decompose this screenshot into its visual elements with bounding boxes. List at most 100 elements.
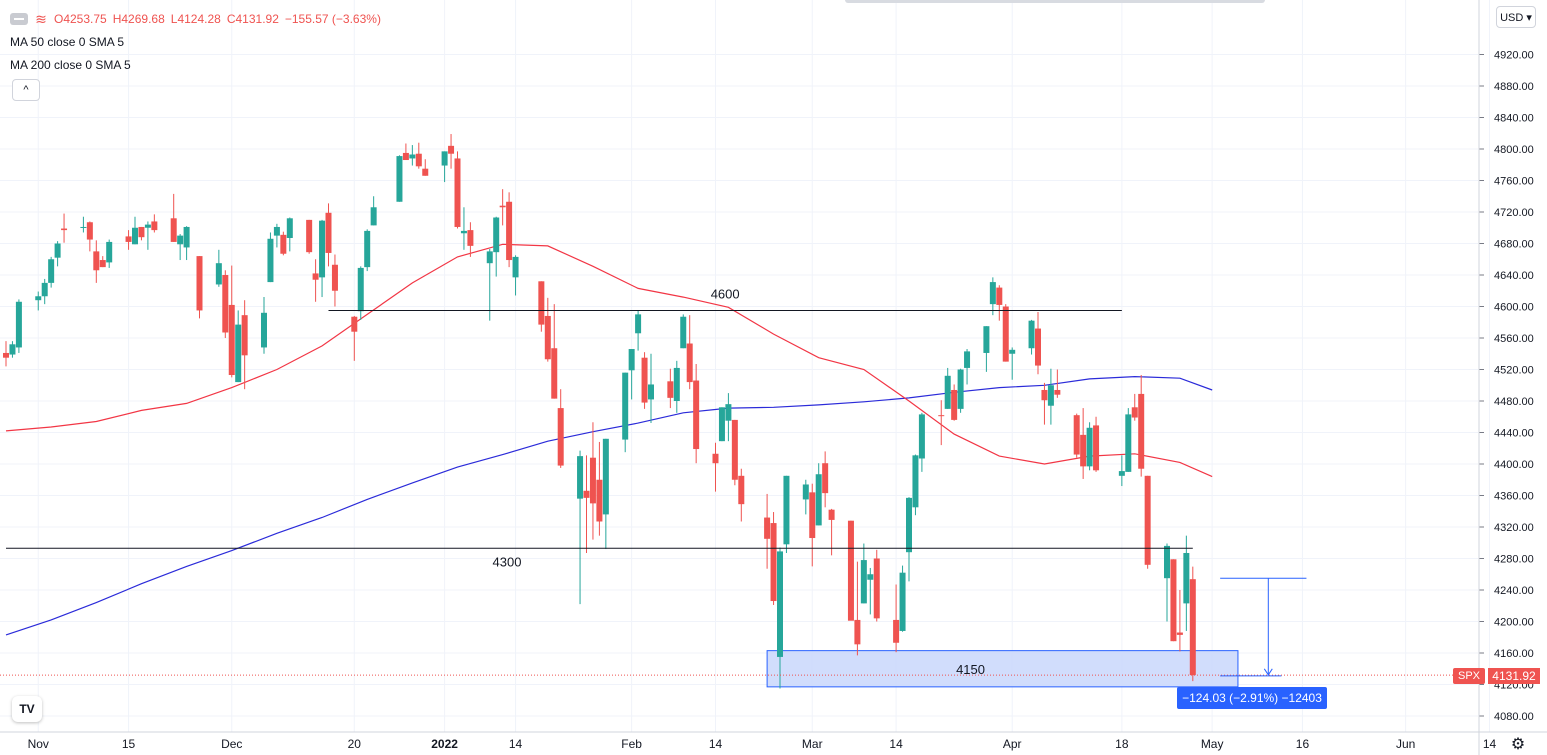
candle-up [273,226,280,236]
support-zone-label: 4150 [956,662,985,677]
candle-down [996,287,1003,305]
candle-up [602,438,609,515]
candle-up [783,475,790,545]
level-label: 4600 [711,286,740,301]
ohlc-close: C4131.92 [226,12,279,26]
candle-down [448,145,455,154]
gear-icon[interactable]: ⚙ [1510,736,1526,753]
time-tick-label: Apr [1003,737,1022,751]
candle-down [1189,579,1196,676]
candle-down [331,264,338,291]
price-tick-label: 4400.00 [1494,459,1534,471]
price-tick-label: 4600.00 [1494,302,1534,314]
candle-down [325,212,332,253]
candle-down [1054,389,1061,395]
time-tick-label: Mar [802,737,823,751]
candle-down [544,315,551,360]
time-tick-label: 14 [709,737,723,751]
candle-down [1176,632,1183,635]
candle-down [938,415,945,417]
candle-up [267,238,274,283]
candle-down [125,236,132,242]
collapse-legend-button[interactable]: ^ [12,79,40,101]
candle-up [1028,320,1035,349]
candle-down [667,381,674,398]
wave-icon[interactable]: ≋ [35,11,47,27]
candle-up [860,560,867,604]
candle-down [596,479,603,522]
ma200-legend[interactable]: MA 200 close 0 SMA 5 [10,58,131,72]
ma50-legend[interactable]: MA 50 close 0 SMA 5 [10,35,125,49]
candle-down [422,168,429,176]
candle-down [828,509,835,520]
price-tick-label: 4520.00 [1494,365,1534,377]
candle-up [80,226,87,228]
candle-up [673,367,680,401]
price-tick-label: 4840.00 [1494,113,1534,125]
candle-up [54,243,61,258]
price-tick-label: 4760.00 [1494,176,1534,188]
candle-up [957,369,964,409]
eye-toggle-icon[interactable] [10,13,28,25]
candle-down [415,153,422,167]
candle-down [1144,475,1151,565]
candle-up [899,572,906,631]
candle-up [235,324,242,383]
currency-selector[interactable]: USD ▾ [1496,6,1536,28]
candle-down [93,251,100,271]
price-tick-label: 4640.00 [1494,270,1534,282]
candle-up [183,226,190,248]
legend: ≋ O4253.75 H4269.68 L4124.28 C4131.92 −1… [10,8,381,76]
candle-up [635,314,642,334]
ohlc-low: L4124.28 [170,12,221,26]
ma200-polyline [5,375,1213,636]
candle-down [138,226,145,238]
candle-up [622,372,629,440]
candle-down [764,517,771,539]
candle-down [1041,389,1048,401]
price-tick-label: 4280.00 [1494,554,1534,566]
time-tick-label: Dec [221,737,242,751]
candle-down [1002,306,1009,362]
ohlc-open: O4253.75 [54,12,107,26]
candle-down [86,222,93,240]
candle-down [1138,393,1145,469]
candle-down [873,558,880,619]
candle-down [589,457,596,504]
candle-down [61,228,68,231]
tradingview-logo-icon[interactable]: TV [12,696,42,722]
candle-up [906,497,912,553]
candle-down [196,256,203,311]
candle-up [718,407,725,442]
candle-up [48,259,55,283]
candle-up [15,301,22,348]
price-tick-label: 4360.00 [1494,491,1534,503]
candle-up [441,151,448,166]
price-tick-label: 4560.00 [1494,333,1534,345]
candle-down [280,234,287,254]
candle-up [460,230,467,234]
candle-up [628,349,635,371]
candle-down [467,230,474,246]
candle-down [306,219,313,253]
candle-up [648,384,654,400]
candle-down [951,389,958,420]
measure-arrow-head [1263,668,1273,676]
candle-down [847,520,854,621]
price-range-measure [1220,577,1307,677]
time-tick-label: 14 [509,737,523,751]
candle-down [1080,434,1087,467]
price-tick-label: 4080.00 [1494,711,1534,723]
candle-up [215,263,222,285]
time-tick-label: 14 [1483,737,1497,751]
candle-up [35,296,42,301]
candle-down [402,152,409,161]
candle-down [99,260,106,268]
price-tick-label: 4440.00 [1494,428,1534,440]
candle-down [686,343,693,383]
candle-up [680,316,687,349]
candle-up [486,251,493,264]
price-tick-label: 4680.00 [1494,239,1534,251]
